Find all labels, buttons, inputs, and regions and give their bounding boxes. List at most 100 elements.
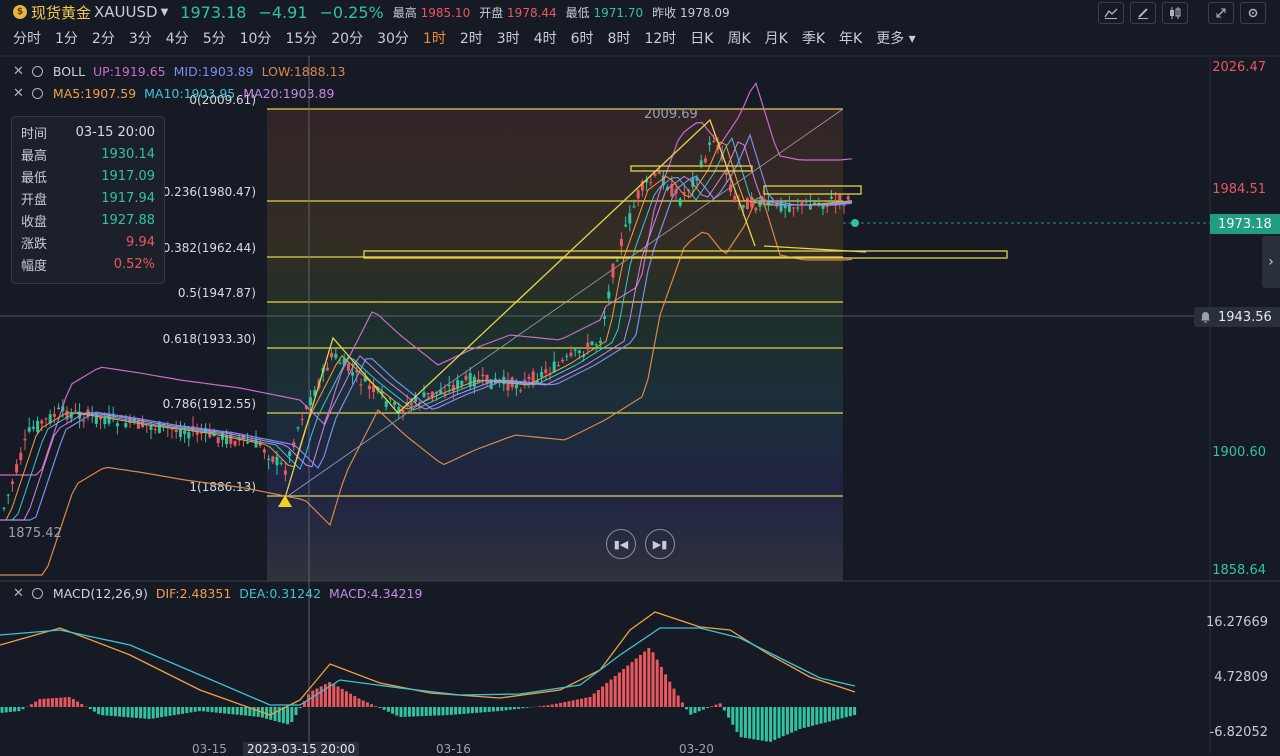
candle-body [654,173,657,175]
price-alert-bell-icon[interactable] [1194,307,1216,327]
macd-histogram-bar [723,707,726,710]
date-label: 03-16 [436,742,471,756]
fib-level-label: 0.382(1962.44) [163,241,256,255]
macd-histogram-bar [458,707,461,714]
candle-body [347,364,350,371]
candle-body [595,344,598,345]
macd-histogram-bar [211,707,214,712]
macd-histogram-bar [51,698,54,707]
indicator-settings-icon[interactable] [32,66,43,77]
macd-yaxis-label: 4.72809 [1214,670,1268,685]
macd-dea-line [0,628,855,705]
candle-body [708,143,711,145]
macd-histogram-bar [542,706,545,707]
macd-histogram-bar [101,707,104,715]
macd-histogram-bar [610,680,613,708]
macd-histogram-bar [593,694,596,708]
candle-body [637,190,640,198]
candle-body [53,414,56,417]
candle-body [578,350,581,353]
candle-body [3,508,6,509]
candle-body [481,374,484,376]
candle-body [624,225,627,227]
macd-histogram-bar [383,707,386,710]
macd-histogram-bar [194,707,197,712]
macd-histogram-bar [353,696,356,707]
macd-histogram-bar [366,702,369,707]
macd-histogram-bar [744,707,747,738]
macd-histogram-bar [513,707,516,709]
candle-body [712,141,715,142]
fib-retracement-zone[interactable] [267,109,843,581]
macd-histogram-bar [198,707,201,711]
boll-title: BOLL [53,64,85,79]
macd-histogram-bar [761,707,764,741]
macd-histogram-bar [59,698,62,707]
close-indicator-icon[interactable]: ✕ [13,586,24,601]
macd-histogram-bar [706,707,709,708]
yaxis-label: 1858.64 [1212,563,1266,578]
replay-prev-icon[interactable]: ▮◀ [606,529,636,559]
candle-body [780,202,783,212]
macd-histogram-bar [786,707,789,734]
macd-histogram-bar [845,707,848,717]
tooltip-change-label: 涨跌 [21,233,47,252]
macd-histogram-bar [836,707,839,719]
macd-histogram-bar [639,655,642,707]
macd-histogram-bar [17,707,20,711]
macd-histogram-bar [572,700,575,707]
close-indicator-icon[interactable]: ✕ [13,86,24,101]
macd-histogram-bar [311,691,314,707]
candle-body [57,408,60,409]
macd-histogram-bar [794,707,797,731]
macd-histogram-bar [177,707,180,714]
candle-body [410,403,413,406]
macd-histogram-bar [635,659,638,708]
candle-body [74,411,77,412]
candle-body [301,419,304,420]
macd-histogram-bar [337,687,340,707]
macd-histogram-bar [93,707,96,712]
candle-body [423,392,426,397]
indicator-settings-icon[interactable] [32,88,43,99]
candle-body [150,426,153,430]
macd-histogram-bar [274,707,277,721]
current-price-tag: 1973.18 [1210,214,1280,234]
macd-histogram-bar [677,696,680,707]
candle-body [628,213,631,223]
close-indicator-icon[interactable]: ✕ [13,64,24,79]
candle-body [448,385,451,386]
candle-body [40,421,43,424]
indicator-settings-icon[interactable] [32,588,43,599]
candle-body [154,429,157,430]
macd-histogram-bar [811,707,814,726]
candle-body [427,393,430,395]
macd-histogram-bar [660,667,663,707]
fib-level-label: 0.236(1980.47) [163,185,256,199]
boll-up: UP:1919.65 [93,64,166,79]
candle-body [267,459,270,460]
peak-annotation: 2009.69 [644,107,698,122]
macd-histogram-bar [559,703,562,707]
tooltip-low: 1917.09 [101,169,155,184]
candle-body [82,421,85,422]
replay-next-icon[interactable]: ▶▮ [645,529,675,559]
candle-body [288,452,291,456]
macd-histogram-bar [190,707,193,712]
macd-histogram-bar [156,707,159,718]
candle-body [175,430,178,432]
macd-histogram-bar [202,707,205,711]
candle-body [544,369,547,373]
candle-body [452,385,455,391]
macd-histogram-bar [471,707,474,713]
macd-histogram-bar [526,707,529,708]
macd-histogram-bar [227,707,230,714]
tooltip-high-label: 最高 [21,145,47,164]
expand-panel-chevron-icon[interactable]: › [1262,236,1280,288]
macd-histogram-bar [164,707,167,716]
boll-low: LOW:1888.13 [262,64,346,79]
macd-histogram-bar [790,707,793,733]
macd-dif: DIF:2.48351 [156,586,231,601]
macd-histogram-bar [316,689,319,708]
